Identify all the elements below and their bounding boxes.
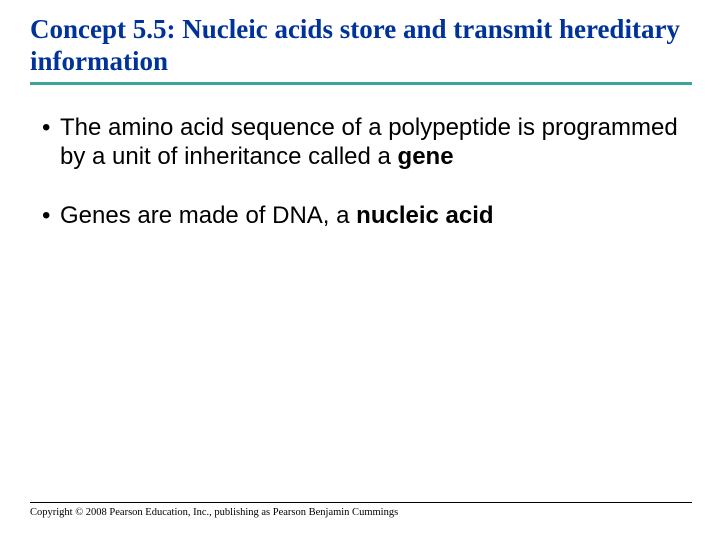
slide: Concept 5.5: Nucleic acids store and tra… xyxy=(0,0,720,540)
title-underline xyxy=(30,82,692,85)
bullet-prefix: Genes are made of DNA, a xyxy=(60,202,356,229)
bullet-text: The amino acid sequence of a polypeptide… xyxy=(60,113,690,172)
bullet-item: • Genes are made of DNA, a nucleic acid xyxy=(42,201,690,230)
footer-rule xyxy=(30,502,692,503)
bullet-glyph: • xyxy=(42,113,60,142)
bullet-bold: gene xyxy=(398,143,454,170)
bullet-glyph: • xyxy=(42,201,60,230)
bullet-bold: nucleic acid xyxy=(356,202,493,229)
slide-body: • The amino acid sequence of a polypepti… xyxy=(30,113,690,231)
slide-title: Concept 5.5: Nucleic acids store and tra… xyxy=(30,14,690,78)
bullet-prefix: The amino acid sequence of a polypeptide… xyxy=(60,114,678,170)
bullet-item: • The amino acid sequence of a polypepti… xyxy=(42,113,690,172)
copyright-text: Copyright © 2008 Pearson Education, Inc.… xyxy=(30,507,692,518)
bullet-text: Genes are made of DNA, a nucleic acid xyxy=(60,201,690,230)
slide-footer: Copyright © 2008 Pearson Education, Inc.… xyxy=(30,502,692,518)
